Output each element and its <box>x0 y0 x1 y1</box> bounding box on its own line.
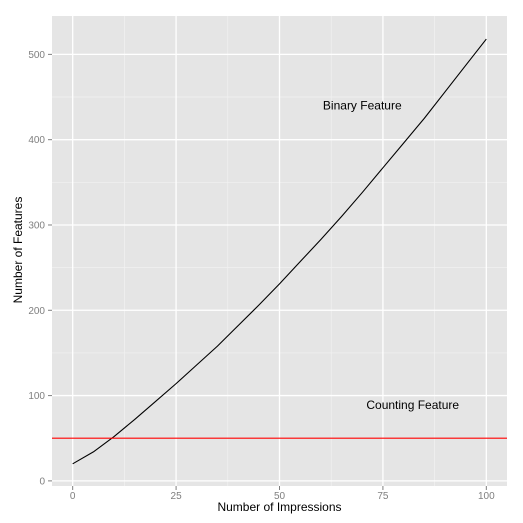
y-axis-title: Number of Features <box>11 197 25 304</box>
x-tick-label: 25 <box>171 491 183 502</box>
x-axis-ticks: 0 25 50 75 100 <box>70 486 495 502</box>
y-tick-label: 300 <box>28 220 45 231</box>
annotation-label: Binary Feature <box>323 99 402 113</box>
x-axis-title: Number of Impressions <box>217 500 341 514</box>
annotation-layer: Binary Feature Counting Feature <box>323 99 459 412</box>
y-tick-label: 400 <box>28 135 45 146</box>
x-tick-label: 50 <box>274 491 286 502</box>
y-axis-ticks: 0 100 200 300 400 500 <box>28 50 52 487</box>
x-tick-label: 0 <box>70 491 76 502</box>
x-tick-label: 75 <box>377 491 389 502</box>
x-tick-label: 100 <box>478 491 495 502</box>
y-tick-label: 200 <box>28 306 45 317</box>
y-tick-label: 0 <box>39 476 45 487</box>
series-layer <box>52 38 507 465</box>
y-tick-label: 500 <box>28 50 45 61</box>
series-line-1 <box>72 38 487 465</box>
grid-major <box>52 16 507 486</box>
y-tick-label: 100 <box>28 391 45 402</box>
annotation-label: Counting Feature <box>366 398 459 412</box>
